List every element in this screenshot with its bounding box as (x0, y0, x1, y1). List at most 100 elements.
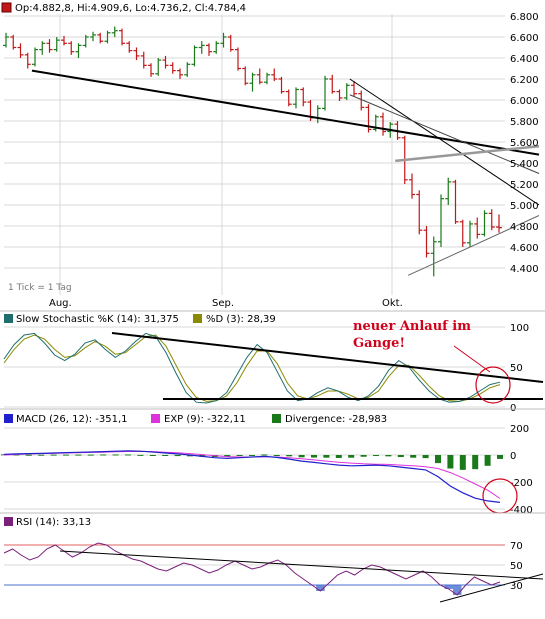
rsi-legend: RSI (14): 33,13 (16, 517, 91, 528)
annotation-line1: neuer Anlauf im (353, 319, 471, 334)
annotation-line2: Gange! (353, 336, 405, 351)
rsi-swatch (4, 517, 13, 526)
tick-footnote: 1 Tick = 1 Tag (8, 283, 72, 293)
divergence-bar (447, 455, 454, 469)
stoch-k-swatch (4, 314, 13, 323)
divergence-bar (125, 454, 131, 456)
price-tick-label: 4.800 (510, 222, 539, 233)
divergence-bar (261, 454, 268, 456)
price-tick-label: 6.400 (510, 54, 539, 65)
stoch-y-axis: 100500 (510, 323, 529, 414)
exp-line (3, 450, 501, 499)
rsi-trendline-lower (439, 573, 544, 603)
divergence-bar (472, 455, 479, 470)
price-candles (3, 26, 502, 277)
divergence-bar (360, 455, 367, 457)
macd-grid (4, 427, 505, 510)
price-tick-label: 6.000 (510, 96, 539, 107)
divergence-bar (249, 455, 255, 456)
price-tick-label: 5.400 (510, 159, 539, 170)
divergence-bar (335, 455, 342, 458)
stoch-d-swatch (193, 314, 202, 323)
divergence-bar (385, 455, 392, 457)
macd-tick-label: 200 (510, 424, 529, 435)
rsi-oversold-area (316, 585, 325, 591)
price-tick-label: 6.800 (510, 12, 539, 23)
stoch-k-line (3, 332, 501, 404)
divergence-legend: Divergence: -28,983 (285, 414, 387, 425)
divergence-bar (236, 455, 243, 456)
price-tick-label: 6.600 (510, 33, 539, 44)
rsi-oversold-area (452, 585, 462, 595)
divergence-bar (63, 454, 69, 456)
month-label-aug: Aug. (49, 298, 72, 309)
price-trendline (349, 78, 540, 206)
price-trendlines (31, 69, 540, 276)
stoch-trendline-upper (111, 332, 544, 383)
divergence-bar (435, 455, 441, 464)
divergence-swatch (272, 414, 281, 423)
stoch-k-legend: Slow Stochastic %K (14): 31,375 (16, 314, 179, 325)
rsi-oversold-fill (316, 585, 462, 595)
rsi-oversold-area (444, 585, 453, 589)
price-tick-label: 5.200 (510, 180, 539, 191)
rsi-y-axis: 70 50 30 (510, 541, 523, 592)
stoch-grid (4, 326, 505, 408)
divergence-bar (410, 455, 417, 458)
divergence-bar (149, 455, 156, 456)
exp-legend: EXP (9): -322,11 (164, 414, 246, 425)
price-tick-label: 5.800 (510, 117, 539, 128)
stoch-tick-label: 100 (510, 323, 529, 334)
rsi-grid (4, 544, 505, 586)
annotation-circle-macd (482, 478, 518, 514)
divergence-bar (286, 455, 293, 457)
price-legend: Op:4.882,8, Hi:4.909,6, Lo:4.736,2, Cl:4… (15, 3, 246, 14)
divergence-bar (323, 455, 330, 458)
stochastic-panel: Slow Stochastic %K (14): 31,375 %D (3): … (0, 310, 545, 414)
price-trendline (349, 94, 540, 174)
divergence-bar (75, 454, 82, 456)
stoch-d-line (3, 334, 501, 402)
stoch-d-legend: %D (3): 28,39 (206, 314, 276, 325)
macd-line (3, 450, 501, 503)
divergence-bar (497, 455, 503, 459)
exp-swatch (151, 414, 160, 423)
rsi-tick-label: 70 (510, 541, 523, 552)
divergence-bar (348, 455, 355, 458)
divergence-bar (137, 454, 144, 456)
divergence-bar (87, 454, 94, 456)
rsi-tick-label: 30 (510, 581, 523, 592)
rsi-line (3, 542, 501, 596)
divergence-bar (162, 455, 169, 456)
divergence-bar (50, 454, 57, 456)
divergence-bar (397, 455, 404, 458)
divergence-bar (459, 455, 466, 470)
price-tick-label: 4.600 (510, 243, 539, 254)
price-tick-label: 5.000 (510, 201, 539, 212)
price-legend-swatch (1, 2, 12, 13)
divergence-bar (187, 455, 193, 457)
divergence-bar (484, 455, 491, 466)
macd-tick-label: 0 (510, 451, 516, 462)
macd-tick-label: -400 (510, 505, 533, 516)
rsi-panel: RSI (14): 33,13 70 50 30 (0, 512, 545, 603)
macd-swatch (4, 414, 13, 423)
price-y-axis: 6.800 6.600 6.400 6.200 6.000 5.800 5.600 5.400… (510, 12, 539, 275)
macd-legend: MACD (26, 12): -351,1 (16, 414, 128, 425)
divergence-bar (373, 455, 379, 456)
divergence-bar (38, 454, 45, 456)
price-tick-label: 4.400 (510, 264, 539, 275)
divergence-bar (100, 454, 107, 456)
macd-y-axis: 200 0 -200 -400 (510, 424, 533, 516)
divergence-bar (112, 454, 119, 456)
divergence-bar (174, 455, 181, 457)
annotation-arrow (453, 345, 491, 373)
month-label-sep: Sep. (212, 298, 234, 309)
macd-panel: MACD (26, 12): -351,1 EXP (9): -322,11 D… (0, 408, 545, 516)
rsi-trendline-upper (59, 550, 544, 580)
month-label-okt: Okt. (382, 298, 403, 309)
divergence-bar (422, 455, 429, 459)
divergence-bar (25, 454, 32, 456)
annotation-circle-stoch (475, 366, 511, 404)
